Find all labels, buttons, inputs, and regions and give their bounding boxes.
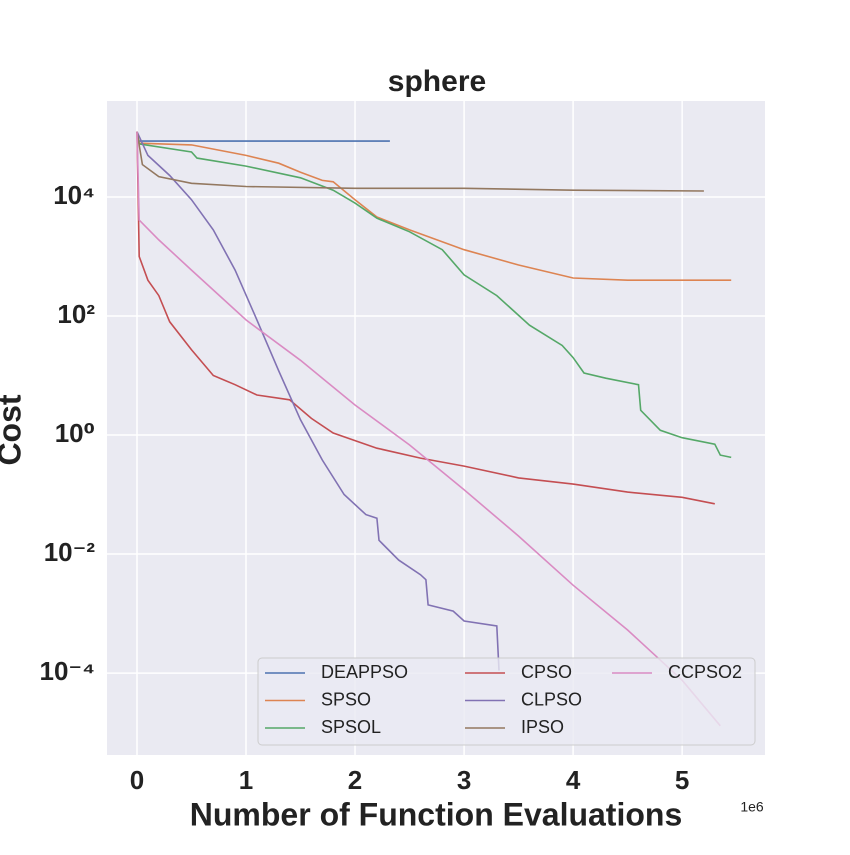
x-tick-label: 5	[675, 765, 689, 795]
legend-label: SPSOL	[321, 717, 381, 737]
series-line	[136, 131, 732, 459]
legend-label: CPSO	[521, 662, 572, 682]
x-tick-label: 3	[457, 765, 471, 795]
series-line	[136, 131, 704, 192]
x-tick-label: 1	[239, 765, 253, 795]
series-line	[136, 131, 500, 671]
chart-title: sphere	[388, 65, 486, 98]
legend-label: IPSO	[521, 717, 564, 737]
x-tick-label: 2	[348, 765, 362, 795]
legend-box	[257, 657, 756, 746]
y-tick-label: 10⁻²	[44, 537, 96, 567]
series-line	[136, 131, 732, 281]
lines	[136, 131, 732, 727]
grid	[107, 101, 765, 755]
x-tick-label: 4	[566, 765, 581, 795]
y-tick-label: 10⁻⁴	[39, 656, 95, 686]
x-offset-label: 1e6	[740, 799, 764, 815]
y-tick-label: 10²	[57, 299, 95, 329]
series-line	[136, 131, 715, 505]
legend: DEAPPSO SPSO SPSOL CPSO CLPSO IPSO CCPSO2	[257, 657, 756, 746]
x-tick-label: 0	[130, 765, 144, 795]
legend-label: DEAPPSO	[321, 662, 408, 682]
y-axis-label: Cost	[0, 394, 27, 465]
plot-area	[107, 101, 765, 755]
y-tick-label: 10⁰	[55, 418, 95, 448]
legend-label: CLPSO	[521, 689, 582, 709]
series-line	[136, 131, 721, 727]
legend-label: CCPSO2	[668, 662, 742, 682]
legend-label: SPSO	[321, 689, 371, 709]
y-tick-label: 10⁴	[53, 180, 95, 210]
x-axis-label: Number of Function Evaluations	[190, 796, 682, 832]
